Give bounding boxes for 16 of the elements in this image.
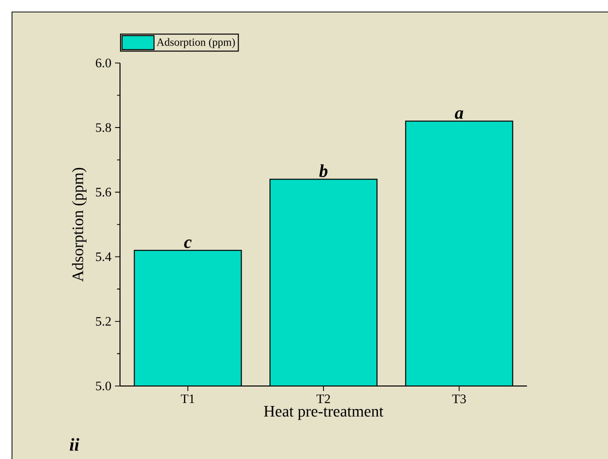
x-axis-title: Heat pre-treatment — [264, 406, 384, 420]
annotation: a — [454, 110, 464, 119]
y-axis-title: Adsorption (ppm) — [72, 168, 86, 282]
legend-label: Adsorption (ppm) — [156, 38, 235, 48]
x-tick-label: T3 — [452, 394, 466, 404]
text: ii — [70, 438, 80, 451]
x-tick-label: T1 — [180, 394, 194, 404]
annotation: b — [319, 164, 328, 178]
x-tick-label: T2 — [316, 394, 330, 404]
y-tick-label: 5.0 — [96, 382, 111, 390]
y-tick-label: 6.0 — [96, 58, 111, 68]
y-tick-label: 5.2 — [96, 317, 111, 326]
annotation: c — [184, 240, 192, 248]
y-tick-label: 5.6 — [96, 188, 112, 197]
y-tick-label: 5.4 — [96, 252, 112, 262]
y-tick-label: 5.8 — [96, 123, 111, 132]
